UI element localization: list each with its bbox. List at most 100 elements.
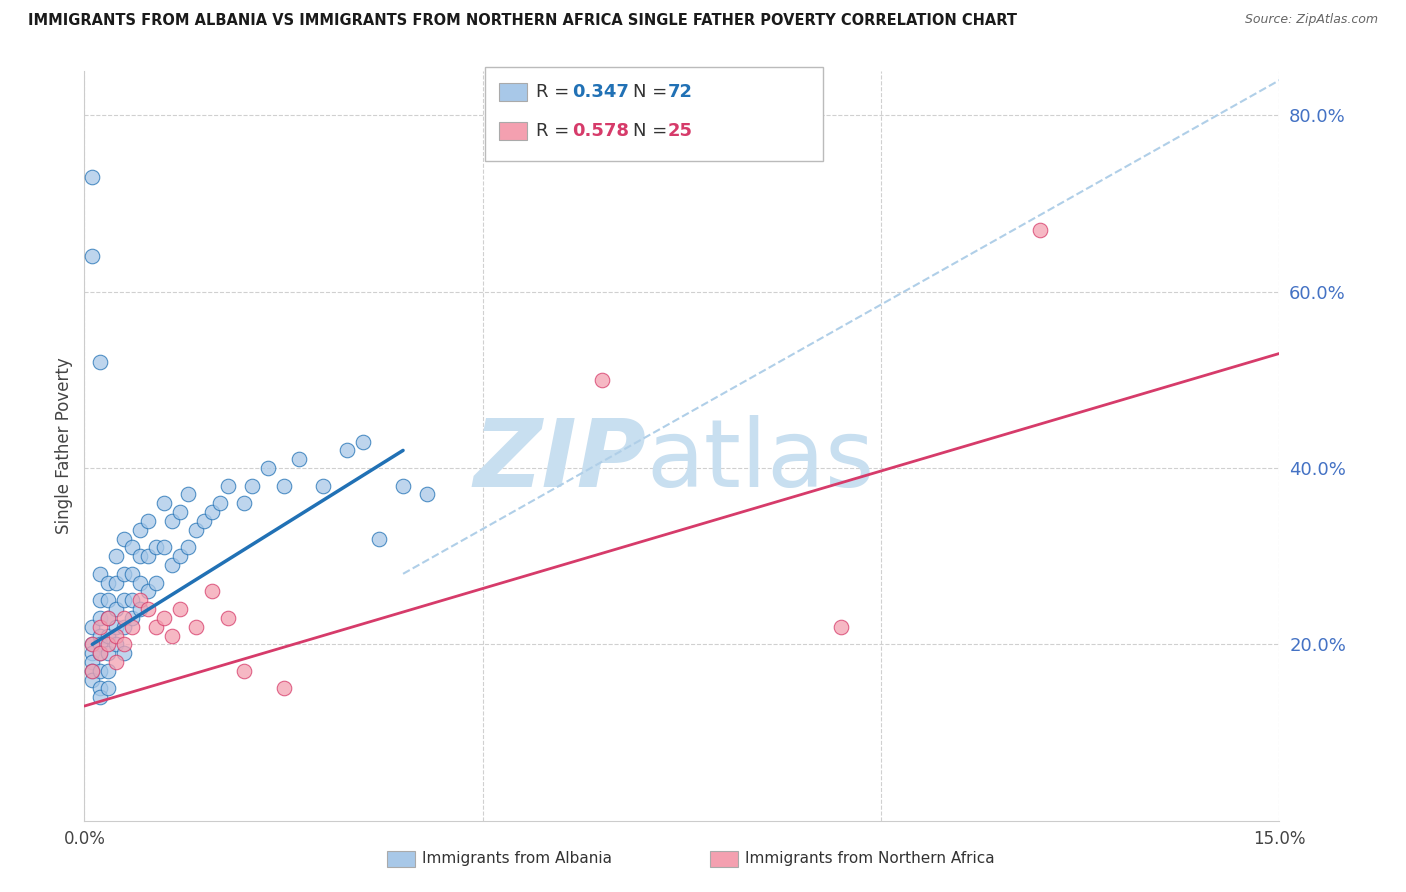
Point (89, 646, 111, 660)
Point (368, 532, 391, 546)
Text: ZIP: ZIP (474, 415, 647, 507)
Point (145, 575, 167, 590)
Point (129, 523, 152, 537)
Point (193, 514, 215, 528)
Point (145, 541, 167, 555)
Point (112, 611, 135, 625)
Point (97, 637, 120, 651)
Point (184, 523, 207, 537)
Text: N =: N = (633, 122, 672, 140)
Text: R =: R = (536, 83, 575, 101)
Point (217, 478, 239, 492)
Point (121, 566, 143, 581)
Point (82, 664, 104, 678)
Point (129, 593, 152, 607)
Point (153, 611, 176, 625)
Point (830, 620, 852, 634)
Point (160, 558, 183, 572)
Text: Immigrants from Northern Africa: Immigrants from Northern Africa (745, 851, 995, 865)
Text: atlas: atlas (647, 415, 875, 507)
Point (112, 532, 135, 546)
Point (312, 478, 335, 492)
Point (121, 620, 143, 634)
Point (112, 646, 135, 660)
Point (208, 496, 231, 510)
Point (105, 628, 128, 642)
Point (82, 170, 104, 185)
Point (591, 373, 613, 387)
Text: 0.578: 0.578 (572, 122, 630, 140)
Text: 72: 72 (668, 83, 693, 101)
Text: IMMIGRANTS FROM ALBANIA VS IMMIGRANTS FROM NORTHERN AFRICA SINGLE FATHER POVERTY: IMMIGRANTS FROM ALBANIA VS IMMIGRANTS FR… (28, 13, 1017, 29)
Point (121, 611, 143, 625)
Point (129, 602, 152, 616)
Text: N =: N = (633, 83, 672, 101)
Point (169, 602, 191, 616)
Point (82, 637, 104, 651)
Point (240, 478, 263, 492)
Point (136, 514, 159, 528)
Point (160, 514, 183, 528)
Point (112, 593, 135, 607)
Point (217, 611, 239, 625)
Point (89, 664, 111, 678)
Point (145, 620, 167, 634)
Point (82, 673, 104, 687)
Point (177, 487, 200, 501)
Point (129, 549, 152, 564)
Point (184, 620, 207, 634)
Point (105, 602, 128, 616)
Point (97, 611, 120, 625)
Point (89, 637, 111, 651)
Point (105, 575, 128, 590)
Point (97, 646, 120, 660)
Point (105, 655, 128, 669)
Point (82, 664, 104, 678)
Point (112, 566, 135, 581)
Point (105, 637, 128, 651)
Point (201, 505, 224, 519)
Point (136, 602, 159, 616)
Point (112, 637, 135, 651)
Text: Source: ZipAtlas.com: Source: ZipAtlas.com (1244, 13, 1378, 27)
Y-axis label: Single Father Poverty: Single Father Poverty (55, 358, 73, 534)
Point (89, 620, 111, 634)
Point (89, 566, 111, 581)
Point (82, 637, 104, 651)
Point (416, 487, 439, 501)
Point (89, 611, 111, 625)
Point (169, 505, 191, 519)
Point (97, 593, 120, 607)
Point (392, 478, 415, 492)
Point (160, 628, 183, 642)
Point (169, 549, 191, 564)
Text: 0.347: 0.347 (572, 83, 628, 101)
Point (89, 628, 111, 642)
Point (97, 628, 120, 642)
Point (97, 681, 120, 696)
Point (352, 434, 374, 449)
Point (256, 461, 278, 475)
Point (97, 611, 120, 625)
Point (232, 496, 254, 510)
Point (82, 250, 104, 264)
Point (105, 620, 128, 634)
Point (288, 452, 311, 467)
Text: R =: R = (536, 122, 575, 140)
Point (121, 593, 143, 607)
Point (232, 664, 254, 678)
Point (89, 593, 111, 607)
Point (89, 355, 111, 369)
Point (136, 584, 159, 599)
Point (97, 575, 120, 590)
Point (89, 690, 111, 705)
Point (82, 620, 104, 634)
Point (136, 549, 159, 564)
Point (112, 620, 135, 634)
Text: Immigrants from Albania: Immigrants from Albania (422, 851, 612, 865)
Point (273, 478, 295, 492)
Point (97, 664, 120, 678)
Point (82, 646, 104, 660)
Point (201, 584, 224, 599)
Point (153, 496, 176, 510)
